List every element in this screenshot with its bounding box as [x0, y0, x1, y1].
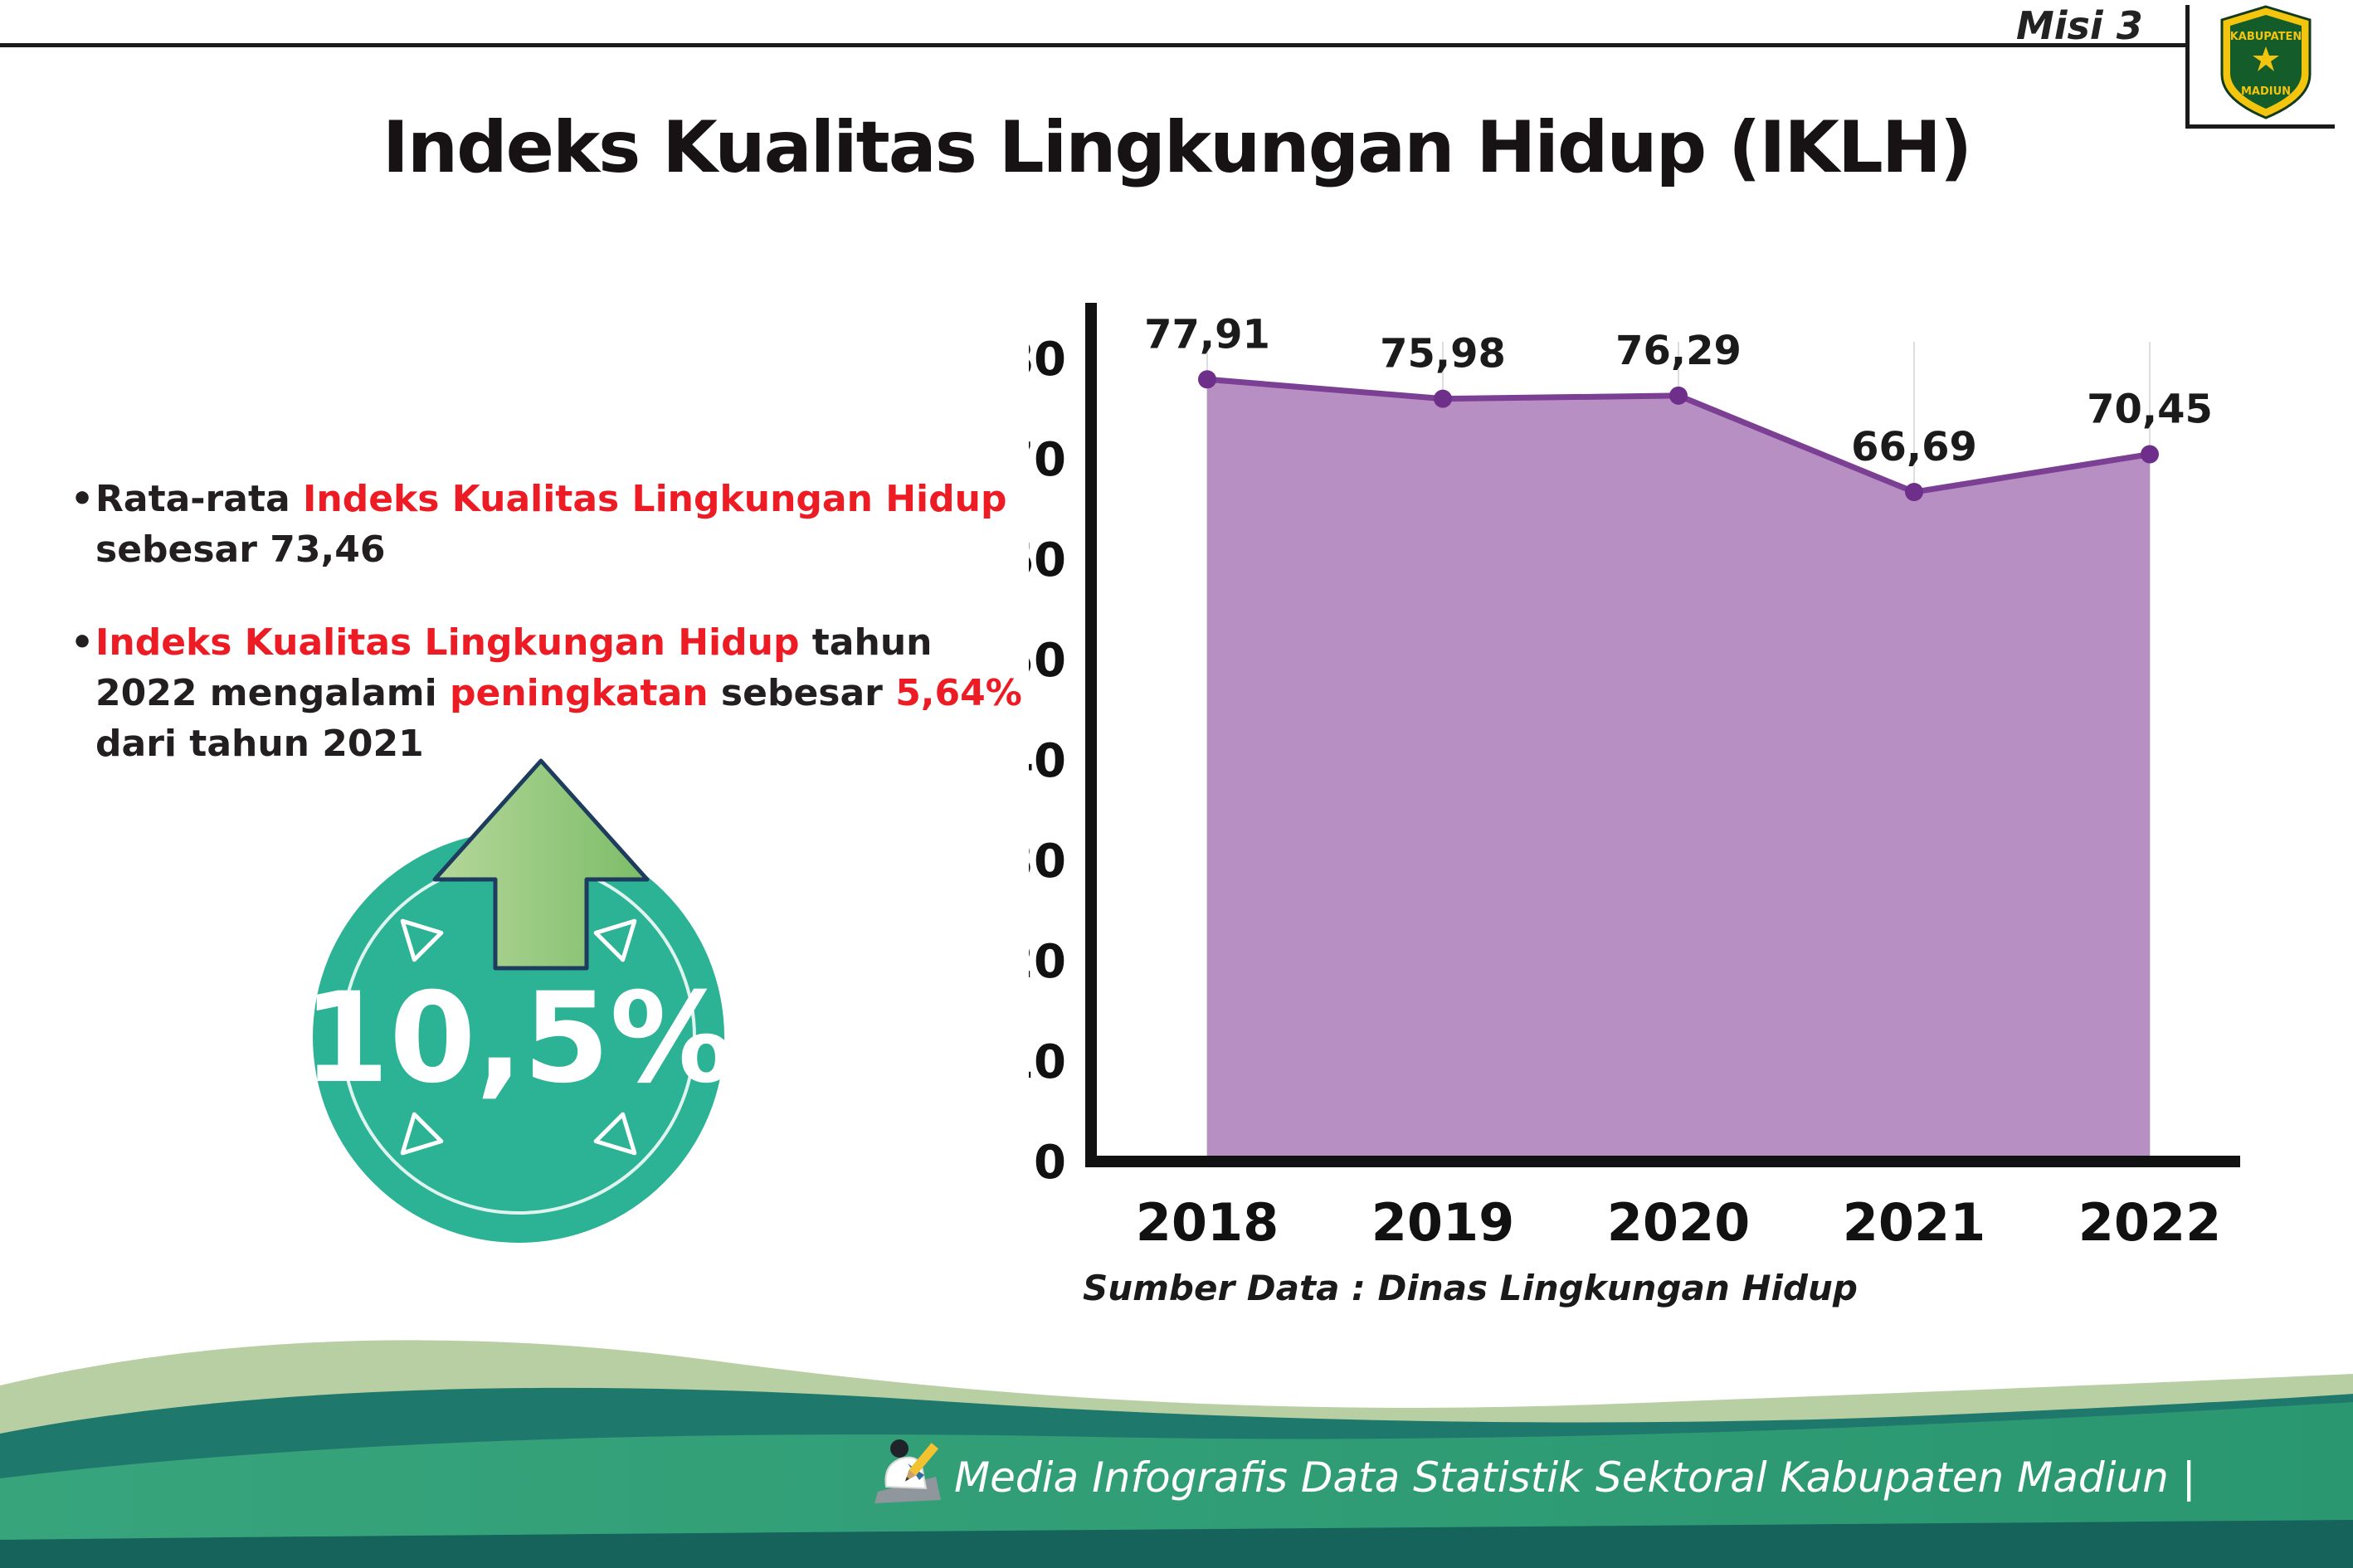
- data-point: [1669, 386, 1688, 405]
- value-label: 76,29: [1615, 328, 1742, 374]
- badge-circle: [313, 831, 724, 1243]
- y-tick-label: 70: [1029, 433, 1066, 487]
- writer-mascot-icon: [874, 1439, 941, 1503]
- bullet-dot: •: [71, 478, 95, 520]
- bullet-text-segment: sebesar: [708, 672, 896, 715]
- bullet-dot: •: [71, 621, 95, 665]
- emblem-star-icon: [2253, 46, 2279, 71]
- kabupaten-madiun-logo: KABUPATEN MADIUN: [2220, 5, 2312, 119]
- data-point: [1434, 389, 1452, 408]
- value-label: 75,98: [1380, 331, 1506, 377]
- value-label: 66,69: [1851, 424, 1977, 470]
- logo-frame-horizontal: [2185, 124, 2335, 129]
- bullet-increase-2022: • Indeks Kualitas Lingkungan Hidup tahun …: [71, 618, 1045, 769]
- x-tick-label: 2020: [1607, 1192, 1751, 1253]
- data-point: [1905, 483, 1923, 502]
- bullet-text-segment: Rata-rata: [95, 478, 303, 520]
- decor-triangle: [593, 918, 637, 962]
- decor-triangle: [400, 1112, 444, 1156]
- decor-triangle: [593, 1112, 637, 1156]
- bullet-text-segment: tahun 2022 mengalami: [95, 621, 933, 715]
- y-tick-label: 60: [1029, 533, 1066, 587]
- data-source-label: Sumber Data : Dinas Lingkungan Hidup: [1083, 1268, 1858, 1308]
- emblem-text-bottom: MADIUN: [2241, 85, 2291, 98]
- x-tick-label: 2019: [1371, 1192, 1515, 1253]
- y-tick-label: 30: [1029, 835, 1066, 889]
- top-rule: [0, 43, 2185, 47]
- emblem-text-top: KABUPATEN: [2230, 31, 2302, 43]
- iklh-area-chart: 77,91 75,98 76,29 66,69 70,45 0 10 20 30 40 50 60 70…: [1029, 303, 2240, 1253]
- data-point: [1198, 370, 1216, 389]
- page-title: Indeks Kualitas Lingkungan Hidup (IKLH): [382, 106, 1972, 189]
- y-tick-label: 10: [1029, 1035, 1066, 1089]
- footer-caption: Media Infografis Data Statistik Sektoral…: [954, 1454, 2196, 1502]
- data-point: [2141, 445, 2159, 464]
- y-tick-label: 40: [1029, 734, 1066, 788]
- x-tick-label: 2021: [1843, 1192, 1986, 1253]
- wave-strip: [0, 1520, 2353, 1568]
- summary-bullets: • Rata-rata Indeks Kualitas Lingkungan Hi…: [71, 475, 1045, 813]
- value-label: 70,45: [2087, 387, 2213, 433]
- y-tick-label: 80: [1029, 333, 1066, 387]
- area-fill: [1207, 379, 2150, 1161]
- decor-triangle: [400, 918, 444, 962]
- x-tick-label: 2018: [1136, 1192, 1279, 1253]
- y-axis: [1085, 303, 1097, 1167]
- bullet-text-segment: sebesar 73,46: [95, 528, 386, 571]
- badge-value: 10,5%: [303, 967, 734, 1111]
- bullet-text-segment: Indeks Kualitas Lingkungan Hidup: [95, 621, 800, 665]
- bullet-text-segment: 5,64%: [895, 672, 1022, 715]
- mascot-head: [890, 1439, 909, 1458]
- value-label: 77,91: [1144, 311, 1270, 358]
- pencil-icon: [904, 1443, 939, 1482]
- y-tick-label: 0: [1034, 1136, 1066, 1190]
- bullet-text-segment: Indeks Kualitas Lingkungan Hidup: [303, 478, 1007, 520]
- increase-badge: 10,5%: [303, 758, 734, 1243]
- bullet-text-segment: dari tahun 2021: [95, 722, 424, 765]
- bullet-text-segment: peningkatan: [450, 672, 709, 715]
- badge-decor-triangles: [400, 918, 637, 1156]
- misi-label: Misi 3: [2016, 3, 2143, 48]
- y-tick-label: 20: [1029, 935, 1066, 989]
- bullet-average-iklh: • Rata-rata Indeks Kualitas Lingkungan Hi…: [71, 475, 1045, 575]
- footer-waves: [0, 1340, 2353, 1568]
- logo-frame-vertical: [2185, 5, 2190, 128]
- x-tick-label: 2022: [2078, 1192, 2222, 1253]
- y-tick-label: 50: [1029, 634, 1066, 688]
- x-axis: [1085, 1156, 2240, 1167]
- up-arrow-icon: [432, 758, 650, 971]
